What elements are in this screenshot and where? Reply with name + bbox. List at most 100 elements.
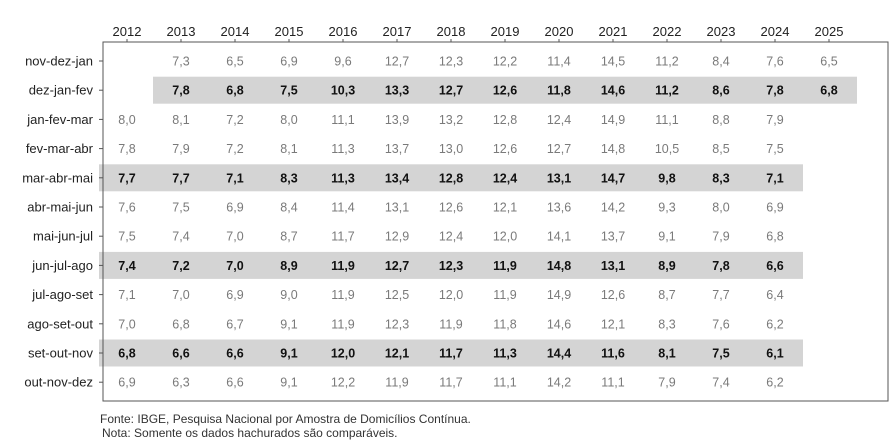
- data-cell: 7,2: [226, 113, 243, 127]
- data-cell: 7,7: [712, 288, 729, 302]
- data-cell: 7,8: [172, 84, 189, 98]
- data-cell: 8,9: [658, 259, 675, 273]
- column-label: 2012: [113, 24, 142, 39]
- data-cell: 12,1: [601, 317, 625, 331]
- data-cell: 13,9: [385, 113, 409, 127]
- data-cell: 8,9: [280, 259, 297, 273]
- data-cell: 6,8: [118, 347, 135, 361]
- data-cell: 11,1: [493, 376, 516, 390]
- data-cell: 8,5: [712, 142, 729, 156]
- data-cell: 12,8: [493, 113, 517, 127]
- data-cell: 6,1: [766, 347, 783, 361]
- data-cell: 7,3: [172, 55, 189, 69]
- data-cell: 6,9: [226, 288, 243, 302]
- data-cell: 7,6: [766, 55, 783, 69]
- data-cell: 7,5: [172, 201, 189, 215]
- data-cell: 6,9: [118, 376, 135, 390]
- column-label: 2021: [599, 24, 628, 39]
- data-cell: 6,9: [766, 201, 783, 215]
- data-cell: 7,1: [226, 171, 243, 185]
- data-cell: 10,5: [655, 142, 679, 156]
- data-cell: 11,8: [547, 84, 571, 98]
- data-cell: 12,1: [493, 201, 517, 215]
- data-cell: 11,9: [439, 317, 462, 331]
- data-cell: 6,8: [766, 230, 783, 244]
- data-cell: 11,3: [493, 347, 517, 361]
- data-cell: 7,2: [226, 142, 243, 156]
- data-cell: 12,7: [385, 55, 409, 69]
- data-cell: 8,0: [118, 113, 135, 127]
- data-cell: 12,8: [439, 171, 463, 185]
- data-cell: 14,2: [547, 376, 571, 390]
- data-cell: 14,1: [547, 230, 571, 244]
- data-cell: 6,6: [172, 347, 189, 361]
- data-cell: 9,1: [280, 347, 297, 361]
- data-cell: 10,3: [331, 84, 355, 98]
- data-cell: 7,8: [712, 259, 729, 273]
- plot-frame: [102, 41, 889, 402]
- data-cell: 7,5: [118, 230, 135, 244]
- row-label: nov-dez-jan: [25, 54, 93, 69]
- data-cell: 6,6: [226, 376, 243, 390]
- source-note: Fonte: IBGE, Pesquisa Nacional por Amost…: [100, 412, 471, 426]
- data-cell: 7,5: [280, 84, 297, 98]
- data-cell: 12,9: [385, 230, 409, 244]
- data-cell: 11,8: [493, 317, 516, 331]
- column-header-labels: 2012 2013 2014 2015 2016 2017 2018 2019 2020 2021…: [113, 24, 844, 39]
- data-cell: 14,8: [601, 142, 625, 156]
- data-cell: 11,6: [601, 347, 625, 361]
- data-cell: 9,0: [280, 288, 297, 302]
- data-cell: 6,8: [172, 317, 189, 331]
- data-cell: 6,3: [172, 376, 189, 390]
- data-cell: 13,7: [601, 230, 625, 244]
- data-cell: 7,0: [118, 317, 135, 331]
- data-cell: 14,2: [601, 201, 625, 215]
- highlight-band: [99, 251, 803, 279]
- data-cell: 13,4: [385, 171, 409, 185]
- data-cell: 13,1: [385, 201, 409, 215]
- data-cell: 11,7: [439, 347, 463, 361]
- data-cell: 12,3: [439, 55, 463, 69]
- row-label: jun-jul-ago: [31, 258, 93, 273]
- data-cell: 12,0: [331, 347, 355, 361]
- row-label: dez-jan-fev: [29, 83, 94, 98]
- data-cell: 7,4: [712, 376, 729, 390]
- data-cell: 14,6: [547, 317, 571, 331]
- highlight-band: [99, 339, 803, 367]
- data-cell: 12,5: [385, 288, 409, 302]
- data-cell: 13,7: [385, 142, 409, 156]
- row-label: mar-abr-mai: [22, 170, 93, 185]
- data-cell: 12,1: [385, 347, 409, 361]
- data-cell: 7,0: [226, 230, 243, 244]
- column-label: 2023: [707, 24, 736, 39]
- data-cell: 11,4: [547, 55, 570, 69]
- data-cell: 11,9: [493, 288, 516, 302]
- column-label: 2016: [329, 24, 358, 39]
- data-cell: 11,3: [331, 142, 354, 156]
- data-cell: 12,2: [331, 376, 355, 390]
- data-cell: 12,6: [493, 84, 517, 98]
- data-cell: 12,0: [493, 230, 517, 244]
- row-label: set-out-nov: [28, 346, 94, 361]
- data-cell: 12,6: [439, 201, 463, 215]
- data-cell: 7,8: [766, 84, 783, 98]
- data-cell: 12,4: [493, 171, 517, 185]
- column-label: 2024: [761, 24, 790, 39]
- data-cell: 7,4: [118, 259, 135, 273]
- data-cell: 6,9: [226, 201, 243, 215]
- data-cell: 7,8: [118, 142, 135, 156]
- data-cell: 7,9: [766, 113, 783, 127]
- data-cell: 7,1: [118, 288, 135, 302]
- data-cell: 7,9: [172, 142, 189, 156]
- column-label: 2015: [275, 24, 304, 39]
- column-label: 2025: [815, 24, 844, 39]
- data-cell: 9,1: [280, 317, 297, 331]
- data-cell: 6,9: [280, 55, 297, 69]
- data-cell: 9,1: [280, 376, 297, 390]
- data-cell: 12,6: [493, 142, 517, 156]
- data-cell: 8,6: [712, 84, 729, 98]
- data-cells: 7,3 6,5 6,9 9,6 12,7 12,3 12,2 11,4 14,5 11,2 8,4 7…: [118, 55, 837, 390]
- data-cell: 12,4: [439, 230, 463, 244]
- data-cell: 14,8: [547, 259, 571, 273]
- data-cell: 14,9: [601, 113, 625, 127]
